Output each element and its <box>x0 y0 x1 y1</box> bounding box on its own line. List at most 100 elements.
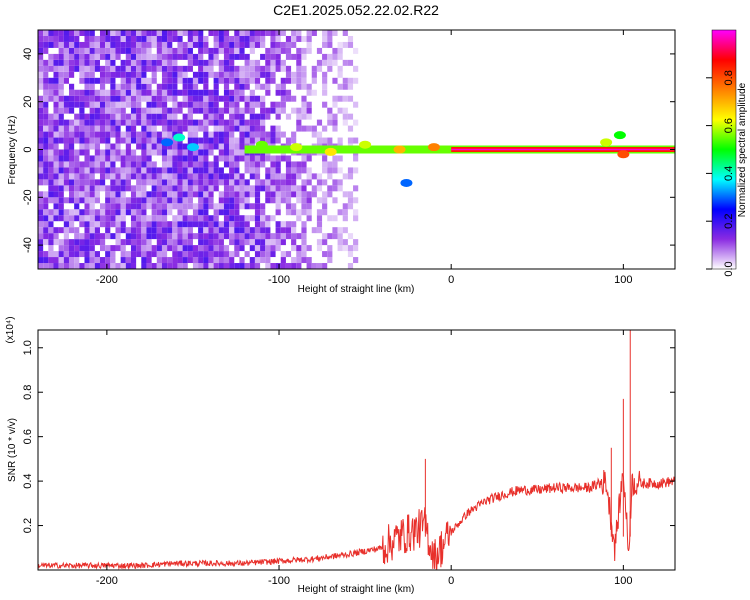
heatmap-cell <box>43 30 49 36</box>
heatmap-cell <box>285 35 292 42</box>
heatmap-cell <box>156 251 162 258</box>
heatmap-cell <box>120 167 126 174</box>
heatmap-cell <box>146 239 152 246</box>
heatmap-cell <box>58 257 64 264</box>
heatmap-cell <box>89 245 95 252</box>
heatmap-cell <box>322 89 328 96</box>
heatmap-cell <box>68 95 75 102</box>
heatmap-cell <box>105 119 111 126</box>
colorbar-tick-label: 0.6 <box>723 118 735 133</box>
heatmap-cell <box>285 113 292 120</box>
heatmap-cell <box>296 77 302 84</box>
heatmap-cell <box>208 143 214 150</box>
heatmap-cell <box>43 119 49 126</box>
heatmap-cell <box>218 209 224 216</box>
heatmap-cell <box>110 83 116 90</box>
heatmap-cell <box>79 209 85 216</box>
heatmap-cell <box>58 107 64 114</box>
heatmap-cell <box>208 221 214 228</box>
heatmap-cell <box>151 173 157 180</box>
heatmap-cell <box>275 113 281 120</box>
heatmap-cell <box>63 215 69 222</box>
heatmap-cell <box>275 47 281 54</box>
heatmap-cell <box>198 95 204 102</box>
heatmap-cell <box>105 65 111 72</box>
heatmap-cell <box>311 131 317 138</box>
heatmap-cell <box>99 113 106 120</box>
heatmap-cell <box>84 209 90 216</box>
heatmap-cell <box>141 155 147 162</box>
heatmap-cell <box>130 161 137 168</box>
heatmap-cell <box>337 53 343 60</box>
snr-y-label: SNR (10 * v/v) <box>7 418 18 482</box>
colorbar-tick-label: 0.4 <box>723 166 735 181</box>
heatmap-cell <box>198 119 204 126</box>
heatmap-cell <box>161 257 168 264</box>
heatmap-cell <box>120 245 126 252</box>
heatmap-cell <box>327 233 333 240</box>
heatmap-cell <box>161 30 168 36</box>
heatmap-cell <box>136 59 142 66</box>
heatmap-cell <box>136 71 142 78</box>
heatmap-cell <box>63 221 69 228</box>
heatmap-x-label: Height of straight line (km) <box>298 284 415 295</box>
heatmap-cell <box>306 191 312 198</box>
heatmap-cell <box>332 125 338 132</box>
heatmap-cell <box>177 155 183 162</box>
heatmap-cell <box>79 179 85 186</box>
heatmap-cell <box>337 239 343 246</box>
heatmap-cell <box>192 185 199 192</box>
heatmap-cell <box>136 53 142 60</box>
heatmap-cell <box>322 83 328 90</box>
heatmap-cell <box>223 191 230 198</box>
heatmap-cell <box>244 233 250 240</box>
heatmap-cell <box>311 263 317 269</box>
heatmap-cell <box>291 263 297 269</box>
heatmap-cell <box>218 221 224 228</box>
heatmap-cell <box>301 197 307 204</box>
heatmap-cell <box>177 149 183 156</box>
heatmap-cell <box>177 245 183 252</box>
heatmap-cell <box>254 185 261 192</box>
heatmap-cell <box>99 209 106 216</box>
heatmap-cell <box>270 197 276 204</box>
heatmap-cell <box>353 119 359 126</box>
heatmap-cell <box>68 89 75 96</box>
heatmap-cell <box>182 221 188 228</box>
heatmap-cell <box>249 125 255 132</box>
heatmap-cell <box>146 77 152 84</box>
heatmap-cell <box>187 251 193 258</box>
heatmap-cell <box>296 83 302 90</box>
heatmap-cell <box>213 53 219 60</box>
heatmap-cell <box>38 167 44 174</box>
heatmap-cell <box>84 167 90 174</box>
heatmap-cell <box>120 113 126 120</box>
heatmap-cell <box>254 83 261 90</box>
heatmap-cell <box>177 203 183 210</box>
heatmap-cell <box>187 161 193 168</box>
heatmap-cell <box>280 185 286 192</box>
heatmap-cell <box>74 125 80 132</box>
heatmap-cell <box>156 131 162 138</box>
heatmap-cell <box>74 239 80 246</box>
heatmap-cell <box>239 227 245 234</box>
heatmap-cell <box>172 59 178 66</box>
heatmap-cell <box>270 125 276 132</box>
heatmap-cell <box>192 221 199 228</box>
heatmap-cell <box>322 101 328 108</box>
heatmap-cell <box>115 41 121 48</box>
heatmap-cell <box>260 161 266 168</box>
heatmap-cell <box>260 101 266 108</box>
heatmap-cell <box>151 233 157 240</box>
heatmap-cell <box>156 101 162 108</box>
heatmap-cell <box>115 245 121 252</box>
heatmap-cell <box>89 41 95 48</box>
heatmap-cell <box>254 245 261 252</box>
heatmap-cell <box>79 233 85 240</box>
snr-plot-area <box>38 330 675 570</box>
heatmap-cell <box>306 203 312 210</box>
heatmap-cell <box>172 89 178 96</box>
heatmap-cell <box>53 185 59 192</box>
heatmap-cell <box>43 35 49 42</box>
heatmap-cell <box>353 167 359 174</box>
